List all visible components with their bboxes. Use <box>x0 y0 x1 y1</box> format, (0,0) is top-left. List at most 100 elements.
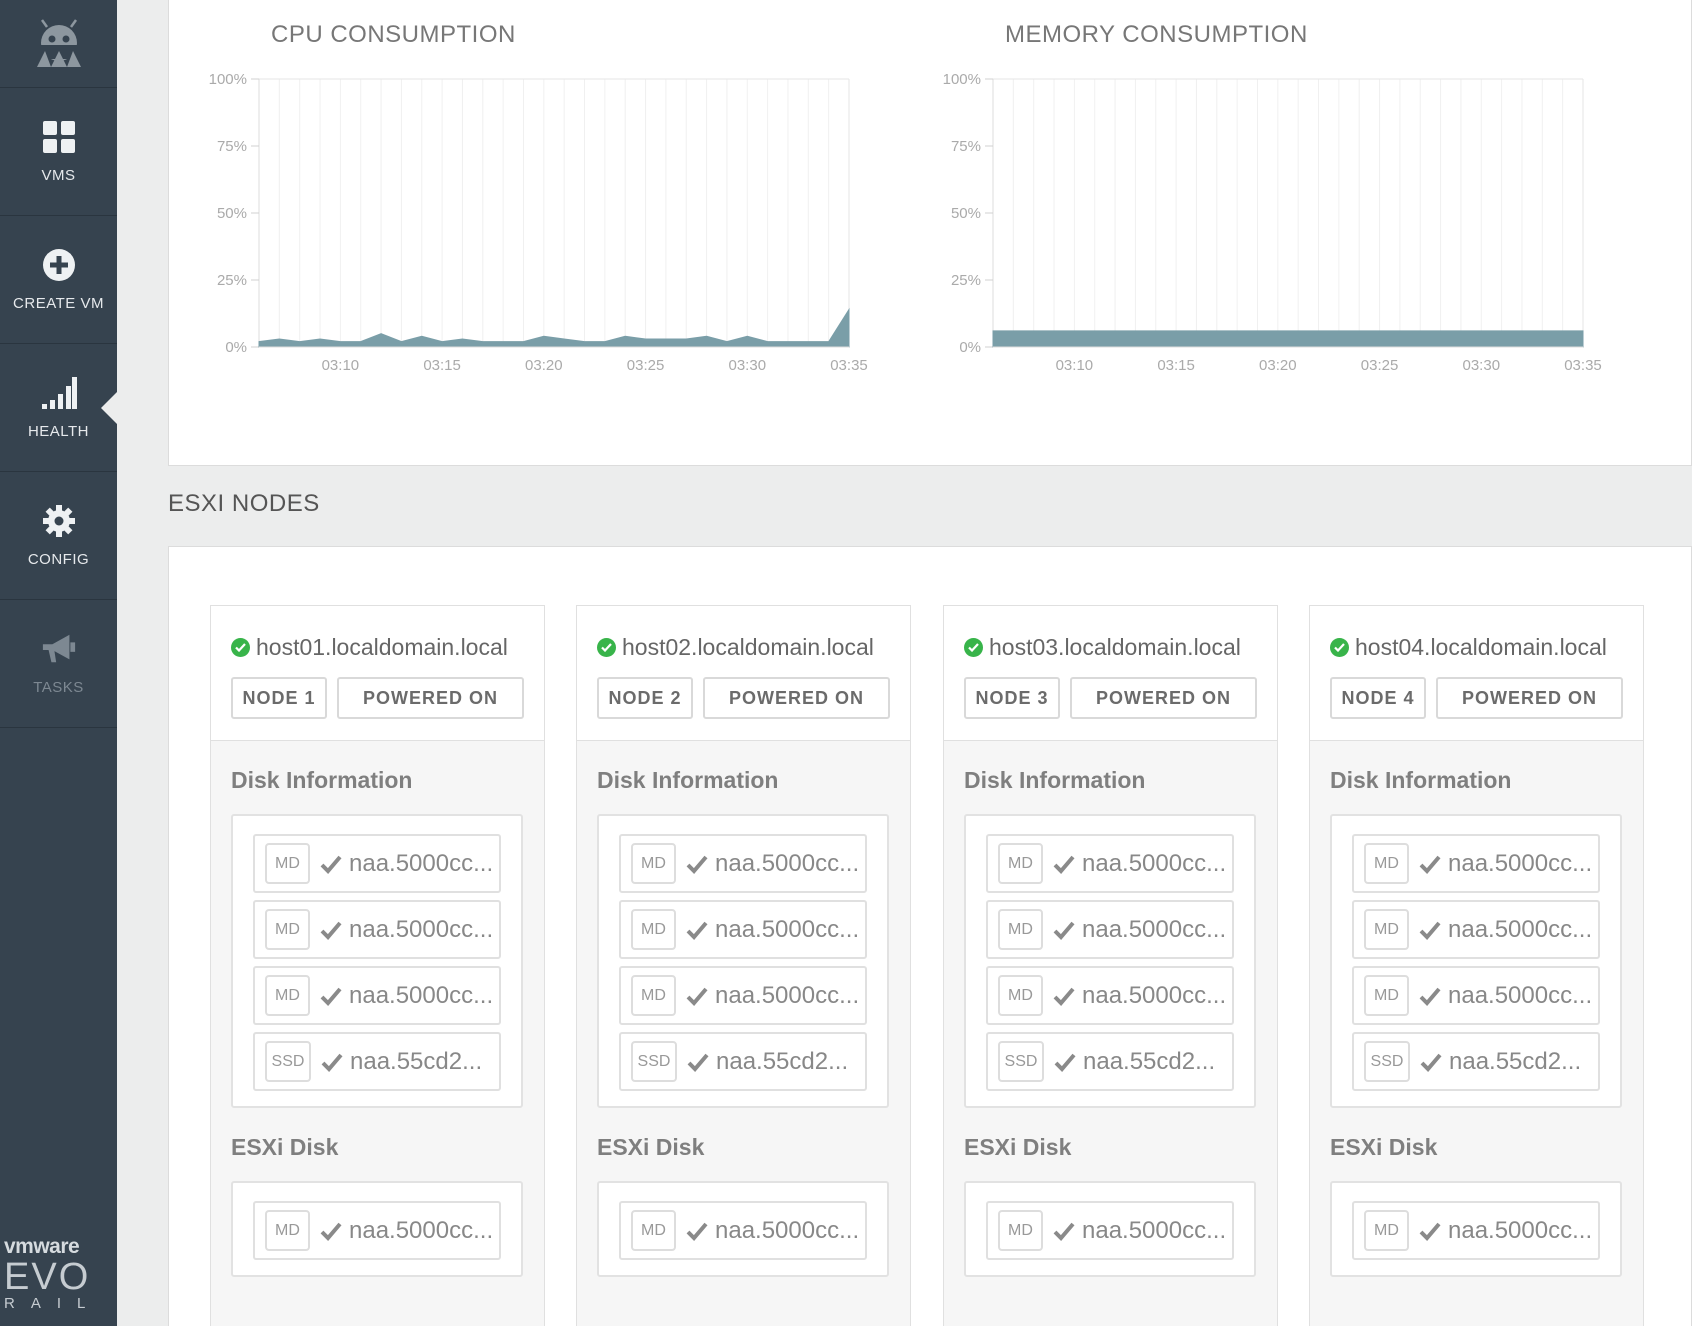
disk-name: naa.55cd2... <box>716 1047 849 1075</box>
disk-type-tag: SSD <box>265 1041 311 1082</box>
disk-item[interactable]: MD naa.5000cc... <box>253 900 501 959</box>
check-icon <box>686 853 708 875</box>
node-badges: NODE 1 POWERED ON <box>231 677 544 719</box>
disk-name: naa.5000cc... <box>1082 915 1227 943</box>
esxi-node-card: host02.localdomain.local NODE 2 POWERED … <box>576 605 911 1326</box>
disk-item[interactable]: MD naa.5000cc... <box>986 900 1234 959</box>
disk-item[interactable]: MD naa.5000cc... <box>1352 966 1600 1025</box>
check-icon <box>320 985 342 1007</box>
x-tick-label: 03:25 <box>1361 357 1399 374</box>
signal-bars-icon <box>41 375 77 411</box>
sidebar-item-label: HEALTH <box>27 423 90 440</box>
x-tick-label: 03:30 <box>729 357 767 374</box>
disk-type-tag: MD <box>631 909 676 950</box>
sidebar-item-label: CREATE VM <box>13 295 104 312</box>
sidebar-item-create-vm[interactable]: CREATE VM <box>0 216 117 344</box>
check-icon <box>1053 919 1075 941</box>
y-tick-label: 25% <box>217 272 247 289</box>
brand-evo: EVO <box>4 1256 91 1298</box>
disk-item[interactable]: MD naa.5000cc... <box>253 966 501 1025</box>
status-ok-icon <box>231 638 250 657</box>
esxi-disk-title: ESXi Disk <box>231 1134 339 1160</box>
disk-item[interactable]: MD naa.5000cc... <box>619 900 867 959</box>
esxi-disk-list: MD naa.5000cc... <box>1330 1181 1622 1277</box>
node-header: host04.localdomain.local NODE 4 POWERED … <box>1310 606 1643 741</box>
disk-item[interactable]: MD naa.5000cc... <box>619 1201 867 1260</box>
brand-vmware: vmware <box>4 1235 80 1258</box>
disk-item[interactable]: MD naa.5000cc... <box>986 1201 1234 1260</box>
cpu-consumption-chart: 100% 75% 50% 25% 0% 03:10 03:15 03:20 03:25 03:30… <box>209 71 868 374</box>
esxi-nodes-panel: host01.localdomain.local NODE 1 POWERED … <box>168 546 1692 1326</box>
esxi-nodes-title: ESXI NODES <box>168 490 320 517</box>
check-icon <box>1053 1220 1075 1242</box>
disk-name: naa.5000cc... <box>1448 849 1593 877</box>
disk-item[interactable]: MD naa.5000cc... <box>986 834 1234 893</box>
brand-rail: RAIL <box>4 1295 102 1312</box>
disk-item[interactable]: MD naa.5000cc... <box>986 966 1234 1025</box>
x-tick-label: 03:35 <box>1564 357 1602 374</box>
disk-name: naa.5000cc... <box>349 981 494 1009</box>
node-header: host02.localdomain.local NODE 2 POWERED … <box>577 606 910 741</box>
check-icon <box>320 919 342 941</box>
esxi-disk-list: MD naa.5000cc... <box>597 1181 889 1277</box>
disk-information-title: Disk Information <box>231 767 413 793</box>
node-number-badge: NODE 1 <box>231 677 327 719</box>
y-tick-label: 75% <box>217 138 247 155</box>
node-badges: NODE 4 POWERED ON <box>1330 677 1643 719</box>
node-host[interactable]: host03.localdomain.local <box>964 634 1277 661</box>
disk-item[interactable]: MD naa.5000cc... <box>619 834 867 893</box>
disk-item[interactable]: SSD naa.55cd2... <box>986 1032 1234 1091</box>
check-icon <box>1419 985 1441 1007</box>
disk-item[interactable]: MD naa.5000cc... <box>1352 900 1600 959</box>
status-ok-icon <box>964 638 983 657</box>
megaphone-icon <box>41 631 77 667</box>
sidebar-item-label: CONFIG <box>27 551 90 568</box>
check-icon <box>1419 1220 1441 1242</box>
memory-consumption-chart: 100% 75% 50% 25% 0% 03:10 03:15 03:20 03:25 03:30… <box>943 71 1602 374</box>
disk-item[interactable]: MD naa.5000cc... <box>1352 834 1600 893</box>
node-host[interactable]: host02.localdomain.local <box>597 634 910 661</box>
disk-item[interactable]: MD naa.5000cc... <box>619 966 867 1025</box>
disk-name: naa.5000cc... <box>349 915 494 943</box>
sidebar-item-label: TASKS <box>33 679 84 696</box>
sidebar-item-tasks[interactable]: TASKS <box>0 600 117 728</box>
disk-item[interactable]: SSD naa.55cd2... <box>619 1032 867 1091</box>
power-status-badge: POWERED ON <box>1436 677 1623 719</box>
y-tick-label: 50% <box>951 205 981 222</box>
esxi-node-card: host04.localdomain.local NODE 4 POWERED … <box>1309 605 1644 1326</box>
series-area <box>992 330 1584 348</box>
disk-item[interactable]: SSD naa.55cd2... <box>253 1032 501 1091</box>
sidebar-item-health[interactable]: HEALTH <box>0 344 117 472</box>
node-host[interactable]: host01.localdomain.local <box>231 634 544 661</box>
disk-name: naa.5000cc... <box>1082 849 1227 877</box>
disk-information-title: Disk Information <box>964 767 1146 793</box>
app-logo[interactable] <box>0 0 117 88</box>
disk-type-tag: MD <box>1364 909 1409 950</box>
y-tick-label: 0% <box>959 339 981 356</box>
node-host[interactable]: host04.localdomain.local <box>1330 634 1643 661</box>
disk-item[interactable]: MD naa.5000cc... <box>1352 1201 1600 1260</box>
disk-item[interactable]: SSD naa.55cd2... <box>1352 1032 1600 1091</box>
check-icon <box>320 1220 342 1242</box>
disk-item[interactable]: MD naa.5000cc... <box>253 834 501 893</box>
disk-name: naa.5000cc... <box>1448 915 1593 943</box>
esxi-disk-list: MD naa.5000cc... <box>964 1181 1256 1277</box>
disk-information-list: MD naa.5000cc... MD naa.5000cc... MD naa… <box>597 814 889 1108</box>
main-content: CPU CONSUMPTION MEMORY CONSUMPTION 100% 7… <box>117 0 1692 1326</box>
esxi-disk-title: ESXi Disk <box>597 1134 705 1160</box>
disk-item[interactable]: MD naa.5000cc... <box>253 1201 501 1260</box>
disk-name: naa.5000cc... <box>1082 981 1227 1009</box>
disk-information-title: Disk Information <box>1330 767 1512 793</box>
disk-information-title: Disk Information <box>597 767 779 793</box>
power-status-badge: POWERED ON <box>1070 677 1257 719</box>
cpu-chart-title: CPU CONSUMPTION <box>271 21 516 48</box>
disk-name: naa.55cd2... <box>1449 1047 1582 1075</box>
disk-name: naa.5000cc... <box>1448 1216 1593 1244</box>
disk-type-tag: MD <box>1364 975 1409 1016</box>
series-area <box>258 307 850 348</box>
disk-type-tag: MD <box>998 1210 1043 1251</box>
sidebar-item-vms[interactable]: VMS <box>0 88 117 216</box>
sidebar-item-config[interactable]: CONFIG <box>0 472 117 600</box>
disk-type-tag: MD <box>265 975 310 1016</box>
disk-name: naa.55cd2... <box>350 1047 483 1075</box>
